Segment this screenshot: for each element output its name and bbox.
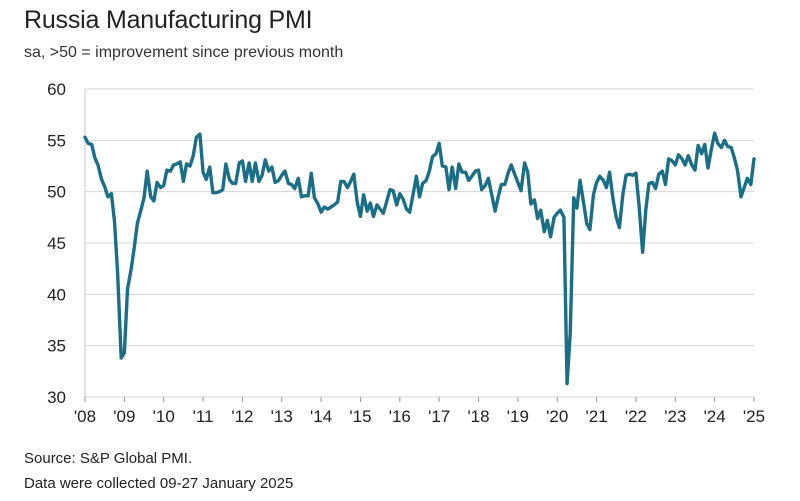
chart-subtitle: sa, >50 = improvement since previous mon… [24, 44, 344, 61]
x-tick-label: '11 [193, 407, 214, 426]
y-tick-label: 60 [47, 80, 66, 99]
series-line [83, 131, 756, 386]
x-tick-label: '15 [349, 407, 371, 426]
y-tick-label: 35 [47, 337, 66, 356]
source-note: Source: S&P Global PMI. [24, 450, 193, 467]
chart-title: Russia Manufacturing PMI [24, 6, 313, 34]
x-tick-label: '09 [113, 407, 135, 426]
x-tick-label: '20 [546, 407, 568, 426]
y-tick-label: 40 [47, 285, 66, 304]
x-tick-label: '22 [625, 407, 647, 426]
x-tick-label: '23 [664, 407, 686, 426]
y-tick-label: 55 [47, 131, 66, 150]
x-tick-label: '19 [507, 407, 529, 426]
collection-note: Data were collected 09-27 January 2025 [24, 475, 294, 492]
x-tick-label: '17 [428, 407, 450, 426]
x-tick-label: '16 [389, 407, 411, 426]
y-tick-label: 30 [47, 388, 66, 407]
x-tick-label: '14 [310, 407, 332, 426]
y-tick-label: 50 [47, 183, 66, 202]
y-axis-ticks: 30 35 40 45 50 55 60 [47, 80, 66, 407]
x-tick-label: '25 [743, 407, 765, 426]
x-tick-label: '10 [153, 407, 175, 426]
x-tick-label: '18 [467, 407, 489, 426]
x-tick-label: '21 [586, 407, 608, 426]
x-tick-label: '13 [271, 407, 293, 426]
gridlines [84, 88, 754, 398]
x-tick-label: '24 [704, 407, 726, 426]
x-axis-ticks: '08 '09 '10 '11 '12 '13 '14 '15 '16 '17 '18 '19 '20 '… [74, 397, 765, 426]
x-tick-label: '08 [74, 407, 96, 426]
y-tick-label: 45 [47, 234, 66, 253]
x-tick-label: '12 [231, 407, 253, 426]
